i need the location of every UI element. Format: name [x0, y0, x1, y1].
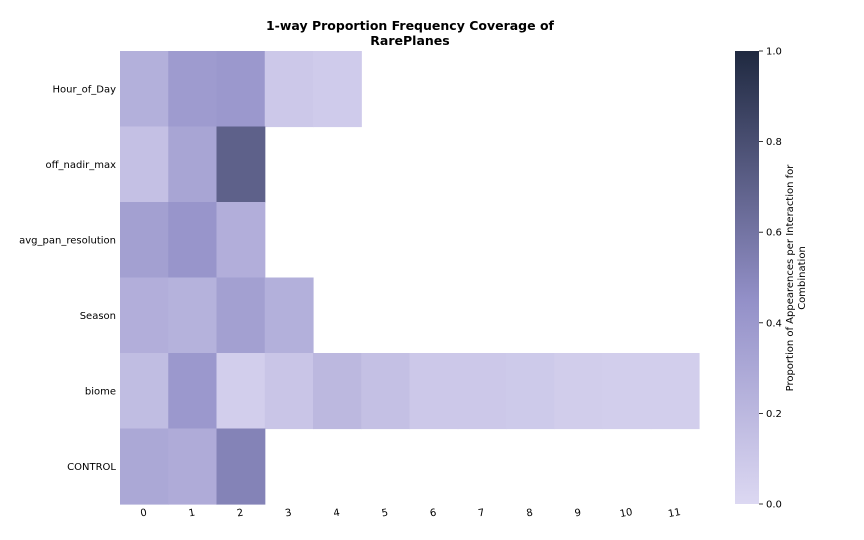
row-label: avg_pan_resolution [19, 235, 116, 246]
column-labels: 0 1 2 3 4 5 6 7 8 9 10 11 [140, 507, 682, 520]
heatmap-cell [457, 353, 507, 430]
colorbar-tick-label: 0.4 [766, 318, 782, 329]
heatmap-cell [168, 202, 218, 279]
heatmap-cell [650, 353, 700, 430]
heatmap-cell [168, 126, 218, 203]
heatmap-cell [216, 428, 266, 505]
chart-title-line-1: 1-way Proportion Frequency Coverage of [266, 18, 555, 33]
heatmap-cell [264, 51, 314, 128]
colorbar-label: Proportion of Appearences per Interactio… [785, 164, 808, 392]
heatmap-cell [554, 353, 604, 430]
colorbar-tick-label: 0.0 [766, 500, 782, 511]
column-label: 11 [667, 507, 681, 520]
column-label: 0 [140, 508, 148, 520]
heatmap-cell [264, 353, 314, 430]
heatmap-cell [120, 428, 169, 505]
colorbar-label-line-1: Proportion of Appearences per Interactio… [785, 164, 796, 392]
heatmap-cell [313, 51, 362, 128]
column-label: 7 [477, 508, 485, 520]
heatmap-cell [216, 353, 266, 430]
heatmap-cell [602, 353, 652, 430]
colorbar-tick-label: 0.8 [766, 137, 782, 148]
heatmap-cell [120, 353, 169, 430]
heatmap-cell [120, 51, 169, 128]
row-label: Hour_of_Day [53, 84, 117, 95]
heatmap-cell [216, 202, 266, 279]
heatmap-cell [168, 428, 218, 505]
colorbar-tick-label: 1.0 [766, 47, 782, 58]
heatmap-cell [313, 353, 362, 430]
heatmap-cell [120, 277, 169, 354]
heatmap-cell [168, 51, 218, 128]
heatmap-cell [168, 353, 218, 430]
colorbar-tick-label: 0.6 [766, 228, 782, 239]
heatmap-cell [216, 51, 266, 128]
heatmap-cell [216, 277, 266, 354]
heatmap-cell [216, 126, 266, 203]
colorbar-tick-label: 0.2 [766, 409, 782, 420]
column-label: 4 [333, 508, 341, 520]
column-label: 10 [619, 507, 633, 520]
row-label: off_nadir_max [46, 160, 117, 171]
heatmap-cell [506, 353, 555, 430]
column-label: 6 [429, 508, 437, 520]
column-label: 8 [526, 508, 534, 520]
column-label: 5 [381, 508, 389, 520]
heatmap-cell [120, 202, 169, 279]
column-label: 9 [574, 508, 582, 520]
heatmap-cell [409, 353, 459, 430]
heatmap-cell [361, 353, 411, 430]
row-labels: Hour_of_Day off_nadir_max avg_pan_resoluti… [19, 84, 116, 473]
column-label: 3 [284, 508, 292, 520]
colorbar [735, 51, 759, 504]
heatmap-cell [120, 126, 169, 203]
heatmap-cell [264, 277, 314, 354]
heatmap-cell [168, 277, 218, 354]
row-label: CONTROL [67, 462, 116, 473]
column-label: 2 [236, 508, 244, 520]
column-label: 1 [188, 508, 196, 520]
heatmap-cells [120, 51, 700, 505]
colorbar-ticks: 0.0 0.2 0.4 0.6 0.8 1.0 [759, 47, 782, 511]
row-label: biome [85, 386, 116, 397]
row-label: Season [80, 311, 116, 322]
colorbar-label-line-2: Combination [797, 246, 808, 310]
chart-title-line-2: RarePlanes [370, 33, 449, 48]
